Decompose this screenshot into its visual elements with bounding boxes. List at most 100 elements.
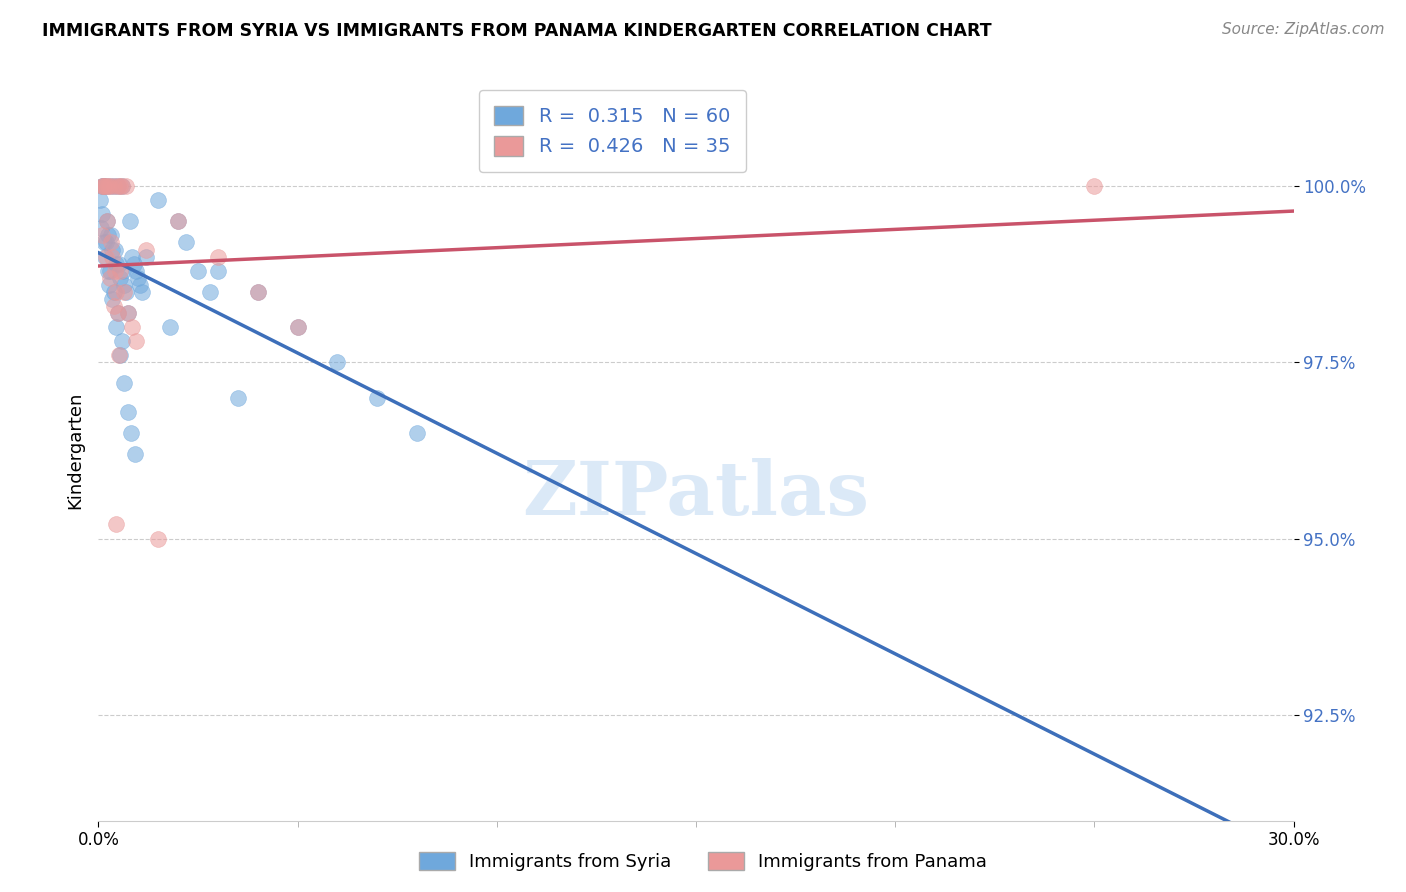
Point [110,334,132,348]
Point [98,263,121,277]
Point [148,532,170,546]
Point [101,243,124,257]
Point [91,179,114,194]
Point [174,235,197,250]
Point [111,179,134,194]
Point [124,257,146,271]
Point [107,306,129,320]
Point [96,179,118,194]
Point [94,250,117,264]
Point [187,263,209,277]
Point [94,250,117,264]
Point [125,263,148,277]
Point [103,285,125,299]
Point [90,228,112,243]
Point [121,320,143,334]
Point [121,250,143,264]
Point [135,243,157,257]
Point [96,214,118,228]
Point [108,179,131,194]
Point [93,179,115,194]
Point [287,320,309,334]
Point [112,285,135,299]
Text: IMMIGRANTS FROM SYRIA VS IMMIGRANTS FROM PANAMA KINDERGARTEN CORRELATION CHART: IMMIGRANTS FROM SYRIA VS IMMIGRANTS FROM… [42,22,991,40]
Point [97,179,120,194]
Point [91,179,114,194]
Point [107,306,129,320]
Point [129,277,152,292]
Point [246,285,269,299]
Y-axis label: Kindergarten: Kindergarten [66,392,84,509]
Point [98,270,121,285]
Point [89,193,111,207]
Point [100,235,122,250]
Point [110,263,132,277]
Point [326,355,349,369]
Point [90,221,112,235]
Point [121,425,143,440]
Point [105,257,128,271]
Point [115,179,138,194]
Legend: Immigrants from Syria, Immigrants from Panama: Immigrants from Syria, Immigrants from P… [412,845,994,879]
Point [117,306,139,320]
Point [167,214,190,228]
Point [97,263,120,277]
Point [207,263,229,277]
Point [120,214,142,228]
Point [93,235,115,250]
Point [93,179,115,194]
Point [366,391,388,405]
Point [105,285,128,299]
Point [98,179,122,194]
Point [104,243,127,257]
Point [104,263,127,277]
Point [111,179,134,194]
Point [198,285,221,299]
Point [406,425,429,440]
Point [112,263,135,277]
Point [131,285,153,299]
Point [91,179,114,194]
Point [117,306,139,320]
Point [90,207,112,221]
Point [167,214,190,228]
Point [96,179,118,194]
Point [96,214,118,228]
Point [98,179,122,194]
Point [108,348,131,362]
Point [91,179,114,194]
Point [112,277,135,292]
Legend: R =  0.315   N = 60, R =  0.426   N = 35: R = 0.315 N = 60, R = 0.426 N = 35 [478,90,747,172]
Point [103,179,125,194]
Point [103,299,125,313]
Point [104,517,127,532]
Point [226,391,249,405]
Point [108,257,131,271]
Point [101,250,124,264]
Point [107,179,129,194]
Text: ZIPatlas: ZIPatlas [523,458,869,532]
Point [110,270,132,285]
Point [148,193,170,207]
Point [117,405,139,419]
Point [287,320,309,334]
Point [207,250,229,264]
Point [124,447,146,461]
Point [112,376,135,391]
Point [97,228,120,243]
Point [108,348,131,362]
Point [159,320,181,334]
Point [100,228,122,243]
Point [103,179,125,194]
Point [125,334,148,348]
Point [94,235,117,250]
Point [115,285,138,299]
Point [127,270,149,285]
Point [104,320,127,334]
Point [1083,179,1105,194]
Point [100,292,122,306]
Text: Source: ZipAtlas.com: Source: ZipAtlas.com [1222,22,1385,37]
Point [135,250,157,264]
Point [107,179,129,194]
Point [98,277,121,292]
